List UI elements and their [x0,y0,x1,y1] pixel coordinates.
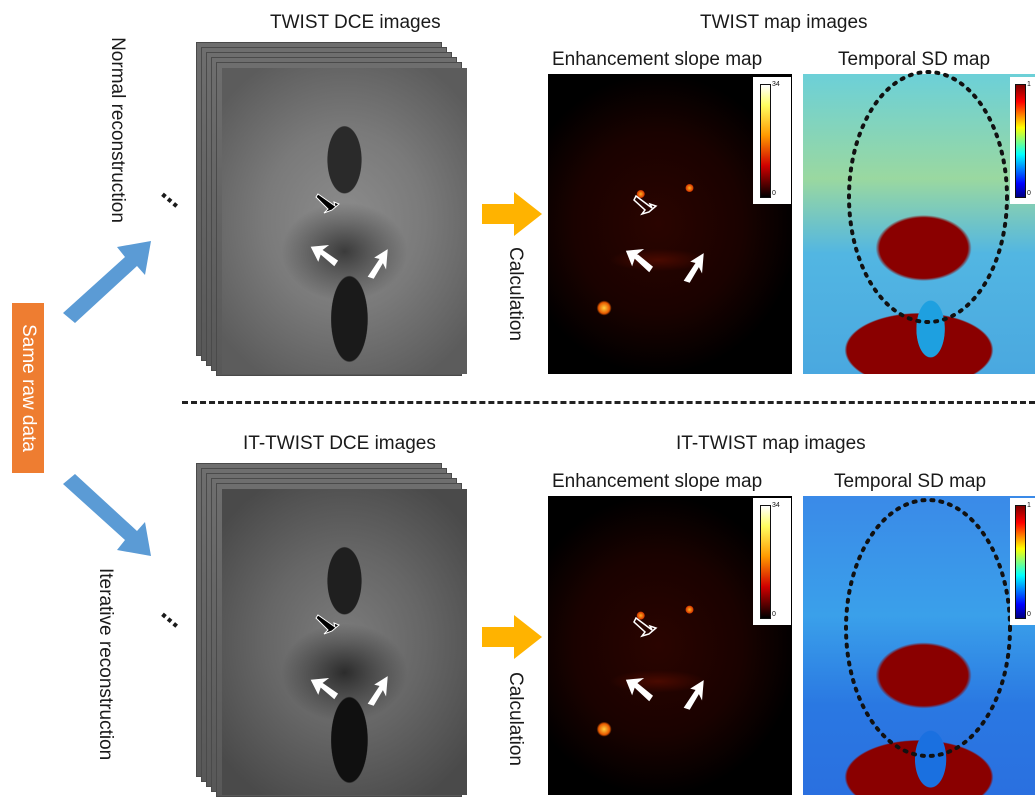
calculation-label-top: Calculation [505,247,526,341]
white-arrow-left-top [310,245,339,267]
it-twist-dce-image [222,489,467,795]
calc-arrow-bottom [482,615,542,659]
iterative-reconstruction-label: Iterative reconstruction [95,568,116,761]
continuation-dots-bottom: ⋯ [152,603,187,638]
slope-colorbar-box-top: 34 0 [753,77,791,204]
calculation-label-bottom: Calculation [505,672,526,766]
slope-colorbar-bottom [760,505,771,619]
it-twist-dce-title: IT-TWIST DCE images [243,433,436,454]
slope-colorbar-box-bottom: 34 0 [753,498,791,625]
black-arrow-bottom [315,614,340,635]
slope-map-title-top: Enhancement slope map [552,49,763,70]
slope-colorbar-min-top: 0 [772,190,776,197]
branch-arrow-up [63,241,151,323]
sd-map-top [803,74,1035,374]
sd-colorbar-box-bottom: 1 0 [1010,498,1035,625]
dashed-divider [182,401,1035,404]
white-arrow-right-bottom [367,676,388,706]
slope-colorbar-max-bottom: 34 [772,502,780,509]
source-label: Same raw data [18,324,39,452]
slope-colorbar-min-bottom: 0 [772,611,776,618]
it-twist-map-title: IT-TWIST map images [676,433,866,454]
dotted-ellipse-top [847,70,1009,324]
white-arrow-right-top [367,249,388,279]
sd-map-title-top: Temporal SD map [838,49,991,70]
sd-colorbar-box-top: 1 0 [1010,77,1035,204]
sd-colorbar-min-top: 0 [1027,190,1031,197]
slope-colorbar-max-top: 34 [772,81,780,88]
open-arrow-bottom-slope [633,616,658,638]
twist-dce-image [222,68,467,374]
calc-arrow-top [482,192,542,236]
source-box: Same raw data [12,303,44,473]
continuation-dots-top: ⋯ [152,183,187,218]
slope-map-bottom [548,496,792,795]
white-arrow-left-bottom-slope [625,678,654,702]
dotted-ellipse-bottom [844,498,1012,758]
sd-colorbar-min-bottom: 0 [1027,611,1031,618]
branch-arrow-down [63,474,151,556]
twist-map-title: TWIST map images [700,12,868,33]
slope-map-top [548,74,792,374]
white-arrow-right-top-slope [683,253,704,283]
sd-colorbar-max-bottom: 1 [1027,502,1031,509]
slope-colorbar-top [760,84,771,198]
white-arrow-right-bottom-slope [683,680,704,710]
sd-colorbar-top [1015,84,1026,198]
twist-dce-title: TWIST DCE images [270,12,441,33]
sd-colorbar-max-top: 1 [1027,81,1031,88]
white-arrow-left-bottom [310,678,339,700]
white-arrow-left-top-slope [625,249,654,273]
sd-colorbar-bottom [1015,505,1026,619]
normal-reconstruction-label: Normal reconstruction [107,37,128,223]
black-arrow-top [315,193,340,214]
sd-map-bottom [803,496,1035,795]
sd-map-title-bottom: Temporal SD map [834,471,987,492]
open-arrow-top-slope [633,194,658,216]
slope-map-title-bottom: Enhancement slope map [552,471,763,492]
